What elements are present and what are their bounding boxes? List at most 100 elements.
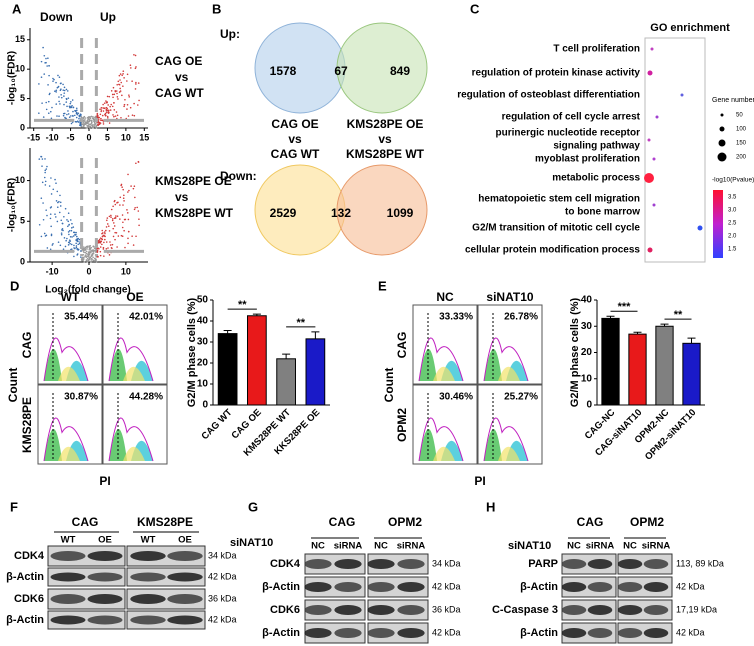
volcano-point <box>123 77 125 79</box>
blot-band <box>397 582 425 592</box>
volcano-point <box>137 161 140 163</box>
volcano-point <box>73 231 76 234</box>
volcano-point <box>138 99 140 102</box>
volcano-point <box>44 158 46 160</box>
legend-label: 100 <box>736 127 747 133</box>
blot-band <box>50 594 86 604</box>
volcano-point <box>120 116 122 119</box>
volcano-point <box>106 101 108 103</box>
bar <box>601 317 620 406</box>
lane-label: NC <box>567 541 581 552</box>
volcano-point <box>117 98 119 100</box>
blot-band <box>304 628 332 638</box>
s-phase <box>58 446 80 461</box>
volcano-point <box>91 249 94 252</box>
lane-label: siRNA <box>334 541 363 552</box>
volcano-point <box>121 235 124 238</box>
volcano-point <box>116 92 118 95</box>
volcano-point <box>85 256 88 259</box>
volcano-point <box>75 112 78 115</box>
column-label: NC <box>436 290 454 304</box>
volcano-point <box>96 112 99 115</box>
volcano-point <box>103 241 105 244</box>
panel-letter: H <box>486 499 495 514</box>
panel-letter: G <box>248 499 258 514</box>
volcano-point <box>84 249 86 252</box>
volcano-point <box>55 200 58 202</box>
blot-strip <box>47 588 126 610</box>
panel-letter: F <box>10 499 18 514</box>
volcano-point <box>133 185 136 187</box>
legend-symbol <box>720 113 724 117</box>
volcano-point <box>137 82 140 84</box>
go-dot <box>647 247 653 253</box>
volcano-point <box>110 103 113 106</box>
blot-row-label: β-Actin <box>6 614 44 626</box>
volcano-point <box>96 113 99 116</box>
volcano-point <box>123 229 125 232</box>
volcano-point <box>58 211 61 214</box>
lane-label: NC <box>623 541 637 552</box>
venn-group-label: CAG WT <box>271 147 320 161</box>
volcano-point <box>111 219 114 222</box>
y-axis-label: Count <box>382 368 396 403</box>
volcano-point <box>60 96 63 99</box>
venn-group-label: KMS28PE OE <box>347 117 424 131</box>
blot-band <box>334 559 362 569</box>
blot-band <box>50 615 86 625</box>
volcano-point <box>74 234 76 236</box>
go-dot <box>644 173 654 183</box>
volcano-point <box>42 46 44 49</box>
volcano-point <box>95 260 98 263</box>
volcano-point <box>58 76 61 79</box>
blot-band <box>617 628 643 638</box>
blot-band <box>167 551 203 561</box>
volcano-point <box>122 85 124 87</box>
volcano-point <box>97 256 99 258</box>
volcano-point <box>122 197 125 200</box>
x-tick-label: -5 <box>67 132 75 142</box>
blot-row-label: CDK6 <box>270 604 300 616</box>
volcano-point <box>113 102 115 104</box>
x-tick-label: -15 <box>27 132 40 142</box>
volcano-point <box>92 123 94 126</box>
volcano-point <box>76 253 79 255</box>
blot-band <box>367 628 395 638</box>
volcano-point <box>122 221 124 224</box>
fit-curve <box>43 417 89 462</box>
volcano-cloud <box>38 155 140 263</box>
volcano-point <box>105 111 108 114</box>
volcano-point <box>108 95 111 98</box>
venn-count: 2529 <box>270 206 297 220</box>
go-term: T cell proliferation <box>553 44 640 55</box>
volcano-point <box>45 101 47 104</box>
volcano-point <box>57 241 60 243</box>
volcano-point <box>92 127 95 129</box>
volcano-point <box>46 214 48 217</box>
molecular-weight: 36 kDa <box>208 593 237 603</box>
venn-count: 849 <box>390 64 410 78</box>
y-tick-label: 10 <box>15 175 25 185</box>
volcano-point <box>84 117 87 119</box>
y-tick-label: 40 <box>581 295 593 306</box>
volcano-point <box>89 249 92 251</box>
molecular-weight: 42 kDa <box>432 581 461 591</box>
volcano-point <box>93 257 96 260</box>
go-term: signaling pathway <box>553 141 640 152</box>
volcano-point <box>100 119 102 122</box>
percentage: 26.78% <box>504 312 538 323</box>
volcano-point <box>48 93 51 96</box>
significance-label: ** <box>674 309 683 321</box>
volcano-point <box>68 241 70 244</box>
bar <box>682 342 701 406</box>
volcano-point <box>95 251 97 253</box>
go-dot <box>650 47 654 51</box>
blot-band <box>617 559 643 569</box>
volcano-point <box>107 104 109 106</box>
volcano-point <box>123 194 125 197</box>
legend-label: 3.0 <box>728 208 737 214</box>
volcano-point <box>48 64 50 67</box>
volcano-point <box>66 90 69 92</box>
volcano-point <box>68 105 71 108</box>
group-label: KMS28PE <box>137 515 193 529</box>
